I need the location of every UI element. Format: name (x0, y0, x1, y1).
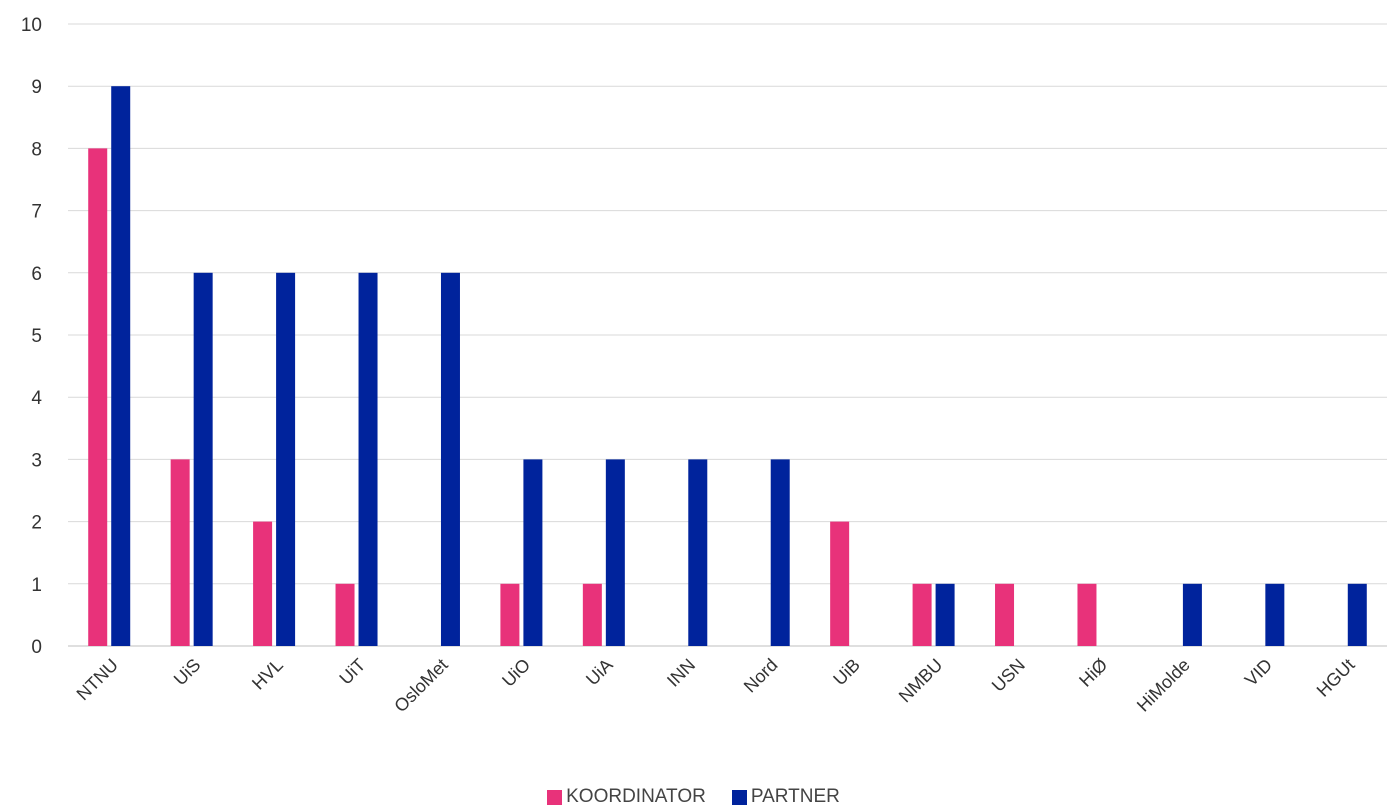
x-tick-label: UiB (829, 655, 864, 690)
x-tick-label: HiØ (1075, 655, 1111, 691)
y-tick-label: 6 (31, 264, 42, 285)
x-tick-label: INN (663, 655, 699, 691)
x-tick-label: UiS (170, 655, 205, 690)
y-tick-label: 9 (31, 77, 42, 98)
x-tick-label: VID (1241, 655, 1276, 690)
x-tick-label: HiMolde (1133, 655, 1194, 716)
x-axis-ticks: NTNU UiS HVL UiT OsloMet UiO UiA INN Nord UiB NMBU… (73, 655, 1359, 717)
bar-partner-inn (688, 459, 708, 646)
legend-label-koordinator: KOORDINATOR (566, 786, 706, 807)
bar-koordinator-uis (170, 459, 190, 646)
y-tick-label: 10 (21, 15, 42, 36)
y-axis-ticks: 0 1 2 3 4 5 6 7 8 9 10 (21, 15, 43, 658)
legend: KOORDINATOR PARTNER (0, 786, 1387, 808)
legend-item-koordinator: KOORDINATOR (547, 786, 706, 808)
bar-partner-oslomet (440, 272, 460, 646)
y-tick-label: 5 (31, 326, 42, 347)
bar-partner-hvl (276, 272, 296, 646)
bar-koordinator-uit (335, 583, 355, 646)
bar-partner-uis (193, 272, 213, 646)
bar-chart: 0 1 2 3 4 5 6 7 8 9 10 NTNU UiS HVL UiT OsloMet UiO UiA I… (21, 15, 1387, 717)
bar-partner-vid (1265, 583, 1285, 646)
y-tick-label: 1 (31, 575, 42, 596)
bar-partner-nord (770, 459, 790, 646)
bar-koordinator-hvl (253, 521, 273, 646)
bars (88, 86, 1367, 646)
x-tick-label: NMBU (895, 655, 947, 707)
bar-partner-nmbu (935, 583, 955, 646)
bar-partner-ntnu (111, 86, 131, 646)
x-tick-label: UiO (498, 655, 534, 691)
bar-partner-uia (605, 459, 625, 646)
legend-swatch-partner (731, 789, 747, 805)
bar-partner-hgut (1347, 583, 1367, 646)
bar-partner-uit (358, 272, 378, 646)
x-tick-label: OsloMet (390, 655, 452, 717)
y-tick-label: 3 (31, 450, 42, 471)
legend-item-partner: PARTNER (731, 786, 840, 808)
bar-partner-himolde (1182, 583, 1202, 646)
bar-koordinator-hiø (1077, 583, 1097, 646)
x-tick-label: USN (988, 655, 1029, 696)
x-tick-label: UiA (582, 655, 617, 690)
bar-koordinator-uia (582, 583, 602, 646)
y-tick-label: 8 (31, 139, 42, 160)
legend-label-partner: PARTNER (750, 786, 840, 807)
bar-koordinator-uio (500, 583, 520, 646)
bar-koordinator-usn (995, 583, 1015, 646)
y-tick-label: 4 (31, 388, 42, 409)
y-tick-label: 2 (31, 513, 42, 534)
bar-koordinator-ntnu (88, 148, 108, 646)
bar-koordinator-uib (830, 521, 850, 646)
y-tick-label: 7 (31, 202, 42, 223)
legend-swatch-koordinator (547, 789, 563, 805)
x-tick-label: HVL (248, 655, 287, 694)
x-tick-label: Nord (740, 655, 782, 697)
bar-koordinator-nmbu (912, 583, 932, 646)
y-tick-label: 0 (31, 637, 42, 658)
x-tick-label: UiT (335, 655, 369, 689)
x-tick-label: HGUt (1313, 655, 1359, 701)
x-tick-label: NTNU (73, 655, 122, 704)
bar-partner-uio (523, 459, 543, 646)
